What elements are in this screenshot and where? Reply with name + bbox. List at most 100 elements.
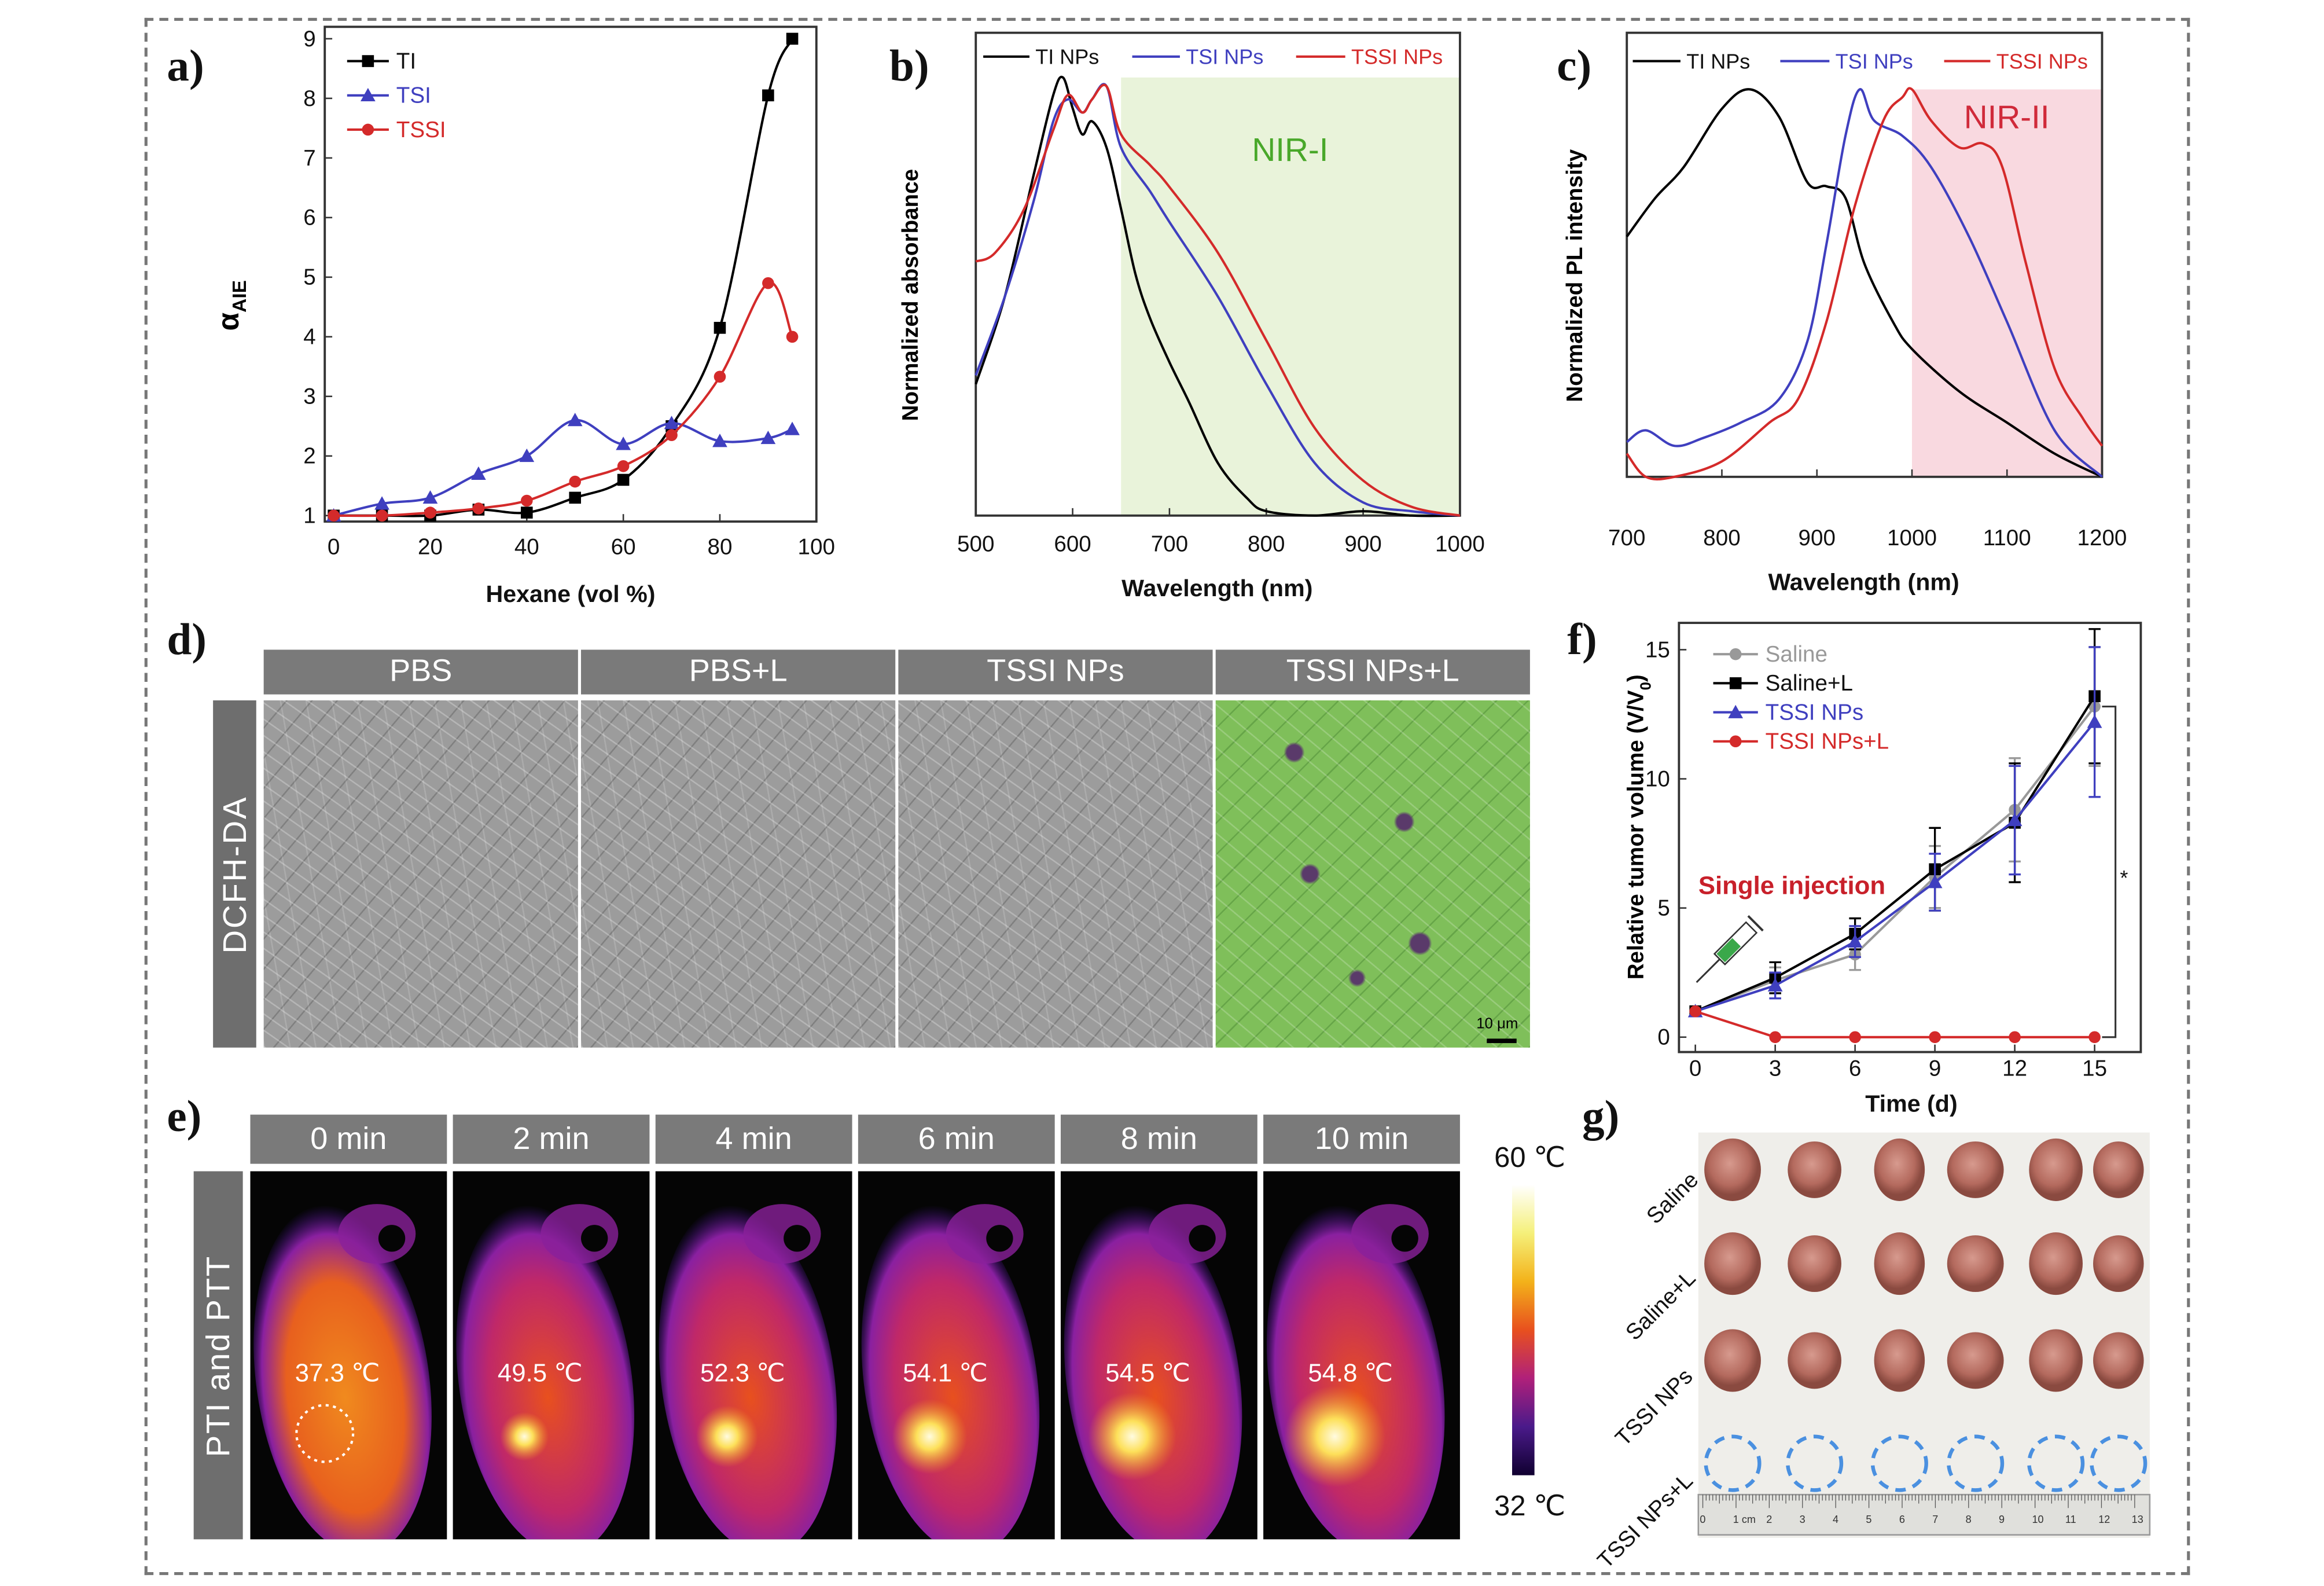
y-tick-label: 2 (303, 444, 315, 469)
x-tick-label: 40 (514, 535, 539, 560)
series-tssi: TSSI (328, 118, 799, 522)
data-point (521, 506, 533, 519)
thermal-image (250, 1171, 447, 1540)
x-tick-label: 0 (328, 535, 340, 560)
x-axis-label: Time (d) (1865, 1091, 1957, 1117)
series-tsi: TSI (326, 83, 800, 522)
y-tick-label: 0 (1657, 1025, 1670, 1050)
tumor (1874, 1329, 1925, 1392)
series-line (333, 281, 793, 517)
thermal-image (1263, 1171, 1460, 1540)
legend-label: TI NPs (1686, 49, 1750, 73)
x-axis-label: Wavelength (nm) (1768, 568, 1959, 595)
ruler-label: 10 (2032, 1515, 2044, 1526)
ruler-label: 13 (2131, 1515, 2143, 1526)
data-point (472, 502, 485, 515)
y-label-main: α (211, 312, 245, 331)
microscopy-image (581, 700, 896, 1048)
series-ti-nps: TI NPs (1626, 49, 2103, 478)
thermal-image (453, 1171, 650, 1540)
colorbar (1512, 1184, 1535, 1475)
y-tick-label: 4 (303, 325, 315, 350)
tumor (2093, 1141, 2144, 1198)
time-header: 8 min (1060, 1114, 1257, 1164)
x-tick-label: 9 (1929, 1056, 1941, 1081)
x-tick-label: 60 (611, 535, 636, 560)
data-point (760, 431, 776, 445)
x-tick-label: 6 (1849, 1056, 1861, 1081)
series-line (1694, 706, 2096, 1013)
side-label-dcfh: DCFH-DA (213, 700, 256, 1048)
microscopy-image (898, 700, 1213, 1048)
data-point (521, 494, 533, 507)
series-tssi-nps: TSSI NPs (1687, 646, 2102, 1018)
significance-bracket (2102, 706, 2117, 1038)
series-tssi-nps: TSSI NPs (1626, 49, 2104, 481)
x-tick-label: 12 (2002, 1056, 2027, 1081)
data-point (616, 436, 631, 450)
x-tick-label: 1000 (1887, 526, 1937, 550)
panel-label-b: b) (889, 42, 929, 91)
panel-label-c: c) (1557, 42, 1592, 91)
shaded-region (1911, 89, 2102, 477)
mouse-thermal (1266, 1204, 1445, 1540)
x-tick-label: 900 (1799, 526, 1836, 550)
shade-label: NIR-I (1252, 132, 1328, 168)
series-line (1695, 721, 2096, 1013)
data-point (712, 434, 727, 447)
tumor (1874, 1232, 1925, 1295)
time-header: 2 min (453, 1114, 650, 1164)
y-tick-label: 1 (303, 504, 315, 528)
y-label-main: Normalized absorbance (898, 169, 923, 421)
x-axis-label: Hexane (vol %) (486, 581, 656, 607)
temperature-label: 49.5 ℃ (497, 1359, 583, 1387)
series-line (975, 83, 1461, 517)
x-tick-label: 800 (1248, 532, 1285, 557)
data-point (1729, 735, 1742, 748)
syringe-liquid (1716, 938, 1741, 963)
y-tick-label: 9 (303, 27, 315, 52)
data-point (2007, 813, 2023, 827)
legend-label: TI (396, 49, 416, 74)
mouse-thermal (861, 1204, 1040, 1540)
mouse-thermal (253, 1204, 432, 1540)
y-label-end: ) (1624, 674, 1649, 682)
data-point (569, 475, 582, 488)
shade-label: NIR-II (1964, 99, 2050, 135)
column-header: TSSI NPs+L (1215, 649, 1530, 695)
annotation-single-injection: Single injection (1698, 872, 1885, 900)
microscopy-image (1215, 700, 1530, 1048)
plot-frame (1678, 622, 2142, 1053)
ruler-label: 4 (1832, 1515, 1839, 1526)
y-tick-label: 15 (1645, 637, 1670, 662)
y-tick-label: 7 (303, 146, 315, 171)
series-tsi-nps: TSI NPs (975, 45, 1461, 517)
series-tssi-nps-l: TSSI NPs+L (1689, 729, 2101, 1044)
data-point (1729, 677, 1742, 689)
series-line (975, 83, 1461, 517)
series-line (1626, 88, 2103, 478)
ruler-label: 11 (2065, 1515, 2076, 1526)
panel-label-e: e) (167, 1092, 202, 1141)
column-header: PBS+L (581, 649, 896, 695)
empty-tumor-circle (1870, 1434, 1928, 1492)
data-point (569, 491, 582, 504)
scale-bar-label: 10 μm (1476, 1016, 1518, 1033)
y-label-sub: AIE (229, 280, 251, 313)
panel-label-d: d) (167, 615, 207, 665)
series-line (975, 75, 1460, 517)
y-label-sub: 0 (1638, 682, 1654, 690)
series-line (1694, 695, 2096, 1013)
tumor (1947, 1235, 2004, 1293)
tumor (2093, 1332, 2144, 1389)
legend-label: TSSI NPs (1996, 49, 2088, 73)
tumor (1704, 1232, 1761, 1295)
series-saline: Saline (1689, 642, 2101, 1018)
legend-label: TSI NPs (1186, 45, 1263, 69)
x-tick-label: 0 (1689, 1056, 1701, 1081)
legend-label: TSI (396, 83, 431, 108)
data-point (2009, 1031, 2021, 1044)
significance-mark: * (2120, 866, 2128, 890)
colorbar-min-label: 32 ℃ (1494, 1491, 1566, 1523)
chart-panel-b: NIR-I 500 600 700 800 900 1000 Wavelength (nm) N… (898, 31, 1485, 601)
